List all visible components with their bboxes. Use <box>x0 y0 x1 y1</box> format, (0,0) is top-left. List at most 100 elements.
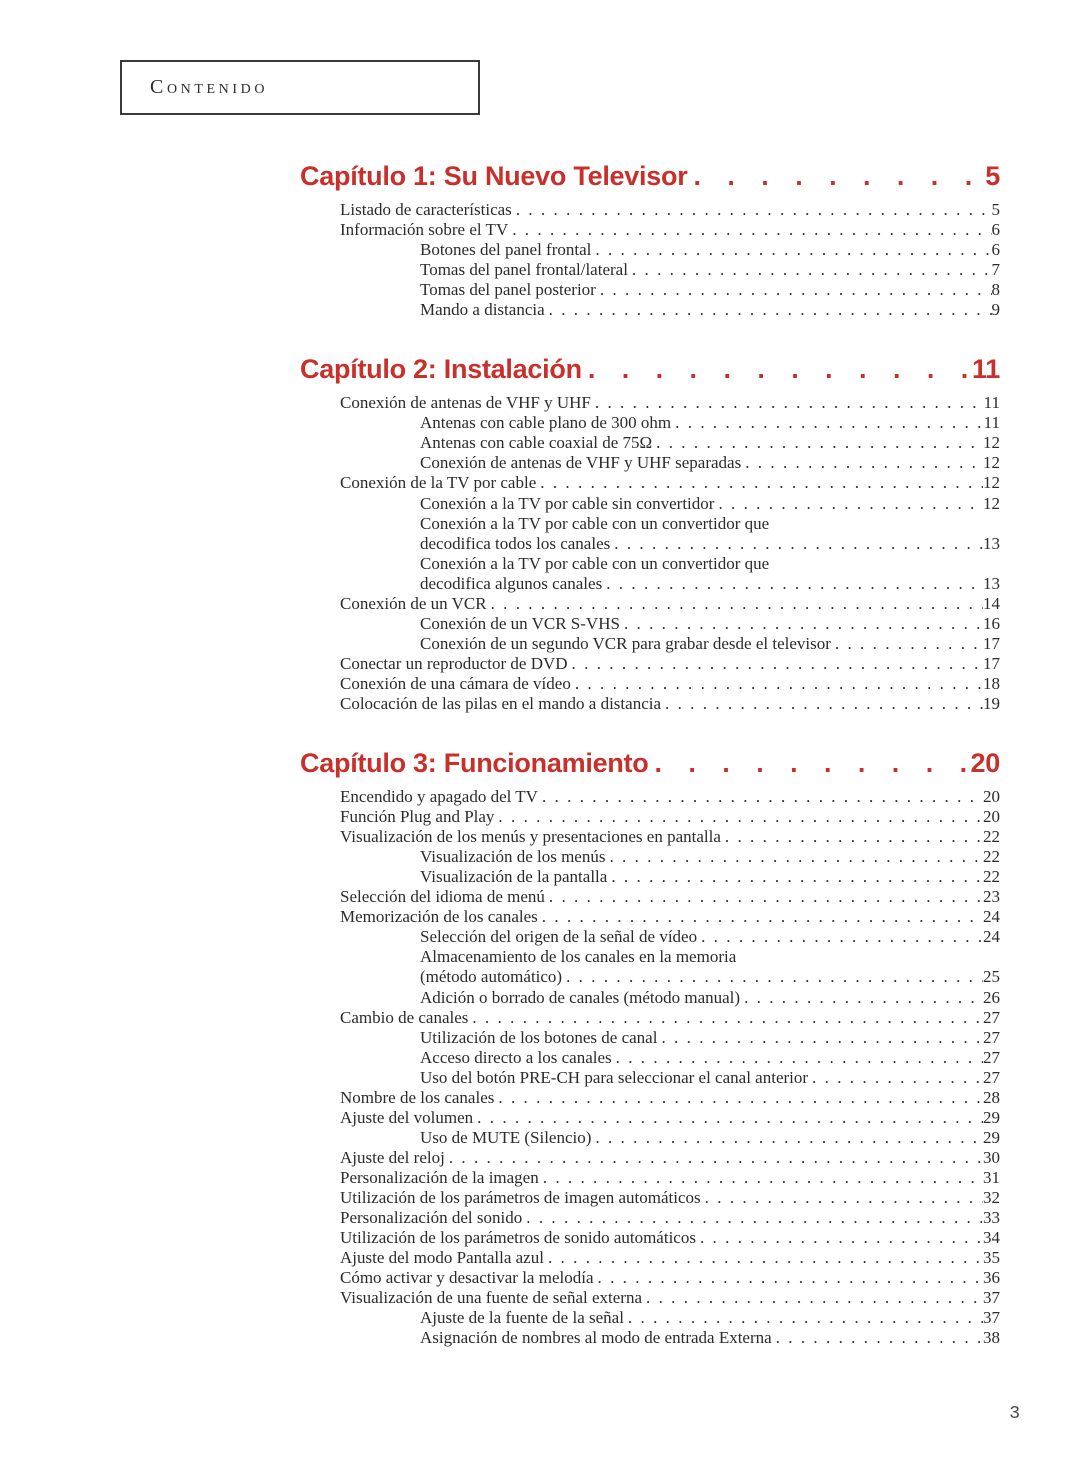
toc-entry: Personalización de la imagen. . . . . . … <box>300 1168 1000 1188</box>
header-title: Contenido <box>150 76 268 98</box>
toc-entry-page: 24 <box>983 907 1000 927</box>
leader-dots: . . . . . . . . . . . . . . . . . . . . … <box>607 867 983 887</box>
leader-dots: . . . . . . . . . . . . . . . . . . . . … <box>671 413 983 433</box>
toc-entry-page: 20 <box>983 807 1000 827</box>
leader-dots: . . . . . . . . . . . . . . . . . . . . … <box>610 534 983 554</box>
toc-entry-label: Conectar un reproductor de DVD <box>340 654 568 674</box>
toc-entry-page: 28 <box>983 1088 1000 1108</box>
toc-entry-page: 27 <box>983 1068 1000 1088</box>
leader-dots: . . . . . . . . . . . . . . . . . . . . … <box>696 1228 983 1248</box>
toc-entry-page: 11 <box>984 413 1000 433</box>
toc-entry-label: Cambio de canales <box>340 1008 468 1028</box>
chapter-page: 5 <box>985 161 1000 192</box>
leader-dots: . . . . . . . . . . . . . . . . . . . . … <box>772 1328 983 1348</box>
toc-entry: Utilización de los botones de canal. . .… <box>300 1028 1000 1048</box>
toc-entry-label: Visualización de la pantalla <box>420 867 607 887</box>
toc-entry-page: 24 <box>983 927 1000 947</box>
toc-entry-label: Conexión de una cámara de vídeo <box>340 674 571 694</box>
toc-entry-label: Conexión de un VCR <box>340 594 487 614</box>
toc-entry: Encendido y apagado del TV. . . . . . . … <box>300 787 1000 807</box>
page-number: 3 <box>1009 1404 1020 1424</box>
toc-entry-label: Ajuste del modo Pantalla azul <box>340 1248 544 1268</box>
toc-entry-label: Antenas con cable plano de 300 ohm <box>420 413 671 433</box>
toc-entry: Nombre de los canales. . . . . . . . . .… <box>300 1088 1000 1108</box>
toc-entry-page: 12 <box>983 433 1000 453</box>
leader-dots: . . . . . . . . . . . . . . . . . . . . … <box>538 907 983 927</box>
toc-entry-label: Selección del idioma de menú <box>340 887 545 907</box>
toc-entry-page: 26 <box>983 988 1000 1008</box>
leader-dots: . . . . . . . . . . . . . . . . . . . . … <box>605 847 983 867</box>
leader-dots: . . . . . . . . . . . . . . . . . . . . … <box>568 654 983 674</box>
toc-entry-page: 37 <box>983 1288 1000 1308</box>
toc-entry: Ajuste del volumen. . . . . . . . . . . … <box>300 1108 1000 1128</box>
toc-entry-page: 22 <box>983 867 1000 887</box>
toc-entry: Conexión a la TV por cable sin convertid… <box>300 494 1000 514</box>
toc-entry: decodifica todos los canales. . . . . . … <box>300 534 1000 554</box>
leader-dots: . . . . . . . . . . . . . . . . . . . . … <box>562 967 983 987</box>
toc-entry-page: 30 <box>983 1148 1000 1168</box>
toc-entry-label: Personalización del sonido <box>340 1208 522 1228</box>
toc-entry-page: 16 <box>983 614 1000 634</box>
toc-entry-page: 13 <box>983 574 1000 594</box>
leader-dots: . . . . . . . . . . . . . . . . . . . . … <box>512 200 992 220</box>
toc-entry-label: Personalización de la imagen <box>340 1168 539 1188</box>
toc-entry-page: 35 <box>983 1248 1000 1268</box>
leader-dots: . . . . . . . . . . . . . . . . . . . . … <box>624 1308 983 1328</box>
toc-entry-page: 9 <box>992 300 1001 320</box>
leader-dots: . . . . . . . . . . . . . . . . . . . . … <box>539 1168 983 1188</box>
toc-entry: Personalización del sonido. . . . . . . … <box>300 1208 1000 1228</box>
toc-entry: Conexión de un segundo VCR para grabar d… <box>300 634 1000 654</box>
chapter-heading: Capítulo 3: Funcionamiento. . . . . . . … <box>300 748 1000 779</box>
toc-entry-label: Cómo activar y desactivar la melodía <box>340 1268 594 1288</box>
toc-entry-label: Uso del botón PRE-CH para seleccionar el… <box>420 1068 808 1088</box>
toc-entry: Selección del idioma de menú. . . . . . … <box>300 887 1000 907</box>
chapter-title: Capítulo 2: Instalación <box>300 354 582 385</box>
toc-entry-page: 5 <box>992 200 1001 220</box>
chapter-title: Capítulo 3: Funcionamiento <box>300 748 648 779</box>
toc-entry: Conexión de un VCR. . . . . . . . . . . … <box>300 594 1000 614</box>
toc-entry-label: Antenas con cable coaxial de 75Ω <box>420 433 652 453</box>
toc-entry-label: Almacenamiento de los canales en la memo… <box>420 947 736 967</box>
chapter-heading: Capítulo 1: Su Nuevo Televisor. . . . . … <box>300 161 1000 192</box>
leader-dots: . . . . . . . . . . . . . . . . . . . . … <box>741 453 983 473</box>
leader-dots: . . . . . . . . . . . . . . . . . . . . … <box>538 787 983 807</box>
toc-entry: Colocación de las pilas en el mando a di… <box>300 694 1000 714</box>
leader-dots: . . . . . . . . . . . . . . . . . . . . … <box>536 473 983 493</box>
toc-entry-label: Nombre de los canales <box>340 1088 494 1108</box>
leader-dots: . . . . . . . . . . . . . . . . . . . . … <box>594 1268 984 1288</box>
toc-entry-page: 6 <box>992 240 1001 260</box>
toc-entry-page: 34 <box>983 1228 1000 1248</box>
toc-entry-label: Adición o borrado de canales (método man… <box>420 988 740 1008</box>
leader-dots: . . . . . . . . . . . . . . . . . . . . … <box>642 1288 983 1308</box>
toc-entry-page: 13 <box>983 534 1000 554</box>
toc-entry: Conectar un reproductor de DVD. . . . . … <box>300 654 1000 674</box>
toc-entry: Mando a distancia. . . . . . . . . . . .… <box>300 300 1000 320</box>
toc-entry-label: Información sobre el TV <box>340 220 508 240</box>
toc-entry-label: Tomas del panel posterior <box>420 280 596 300</box>
toc-entry: Utilización de los parámetros de imagen … <box>300 1188 1000 1208</box>
toc-entry-page: 8 <box>992 280 1001 300</box>
header-box: Contenido <box>120 60 480 115</box>
toc-entry-page: 19 <box>983 694 1000 714</box>
toc-entry-label: Botones del panel frontal <box>420 240 591 260</box>
toc-entry: Conexión de la TV por cable. . . . . . .… <box>300 473 1000 493</box>
leader-dots: . . . . . . . . . . . . . . . . . . . . … <box>661 694 983 714</box>
toc-entry-page: 27 <box>983 1008 1000 1028</box>
toc-entry-label: decodifica algunos canales <box>420 574 602 594</box>
leader-dots: . . . . . . . . . . . . . . . . . . . . … <box>508 220 991 240</box>
leader-dots: . . . . . . . . . . . . . . . . . . . . … <box>591 240 991 260</box>
toc-entry-label: Utilización de los botones de canal <box>420 1028 657 1048</box>
toc-entry-page: 12 <box>983 494 1000 514</box>
leader-dots: . . . . . . . . . . . . . . . . . . . . … <box>602 574 983 594</box>
toc-entry-label: Conexión de antenas de VHF y UHF <box>340 393 591 413</box>
toc-entry-page: 7 <box>992 260 1001 280</box>
leader-dots: . . . . . . . . . . . . . . . . . . . . … <box>494 807 983 827</box>
toc-entry: Uso del botón PRE-CH para seleccionar el… <box>300 1068 1000 1088</box>
toc-entry-page: 6 <box>992 220 1001 240</box>
toc-entry-label: Conexión de la TV por cable <box>340 473 536 493</box>
chapter-title: Capítulo 1: Su Nuevo Televisor <box>300 161 687 192</box>
toc-entry-label: Ajuste de la fuente de la señal <box>420 1308 624 1328</box>
leader-dots: . . . . . . . . . . . . . . . . . . . . … <box>487 594 983 614</box>
toc-entry: Ajuste del reloj. . . . . . . . . . . . … <box>300 1148 1000 1168</box>
leader-dots: . . . . . . . . . . . . . . . . . . . . … <box>612 1048 983 1068</box>
